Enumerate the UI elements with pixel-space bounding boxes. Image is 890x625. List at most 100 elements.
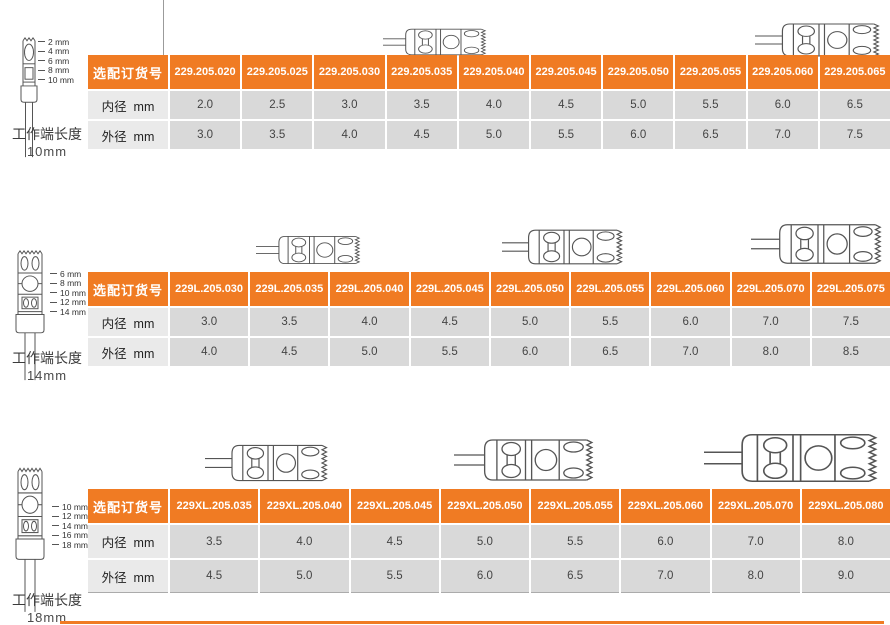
working-length-caption: 工作端长度 10mm: [4, 125, 90, 160]
instrument-illustration: [751, 220, 885, 268]
order-header-label: 选配订货号: [88, 55, 168, 89]
spec-table-18mm: 选配订货号 229XL.205.035 229XL.205.040 229XL.205…: [88, 489, 890, 593]
value-cell: 7.0: [711, 525, 800, 558]
value-cell: 5.0: [603, 91, 674, 119]
value-cell: 5.0: [458, 121, 529, 149]
order-code-cell: 229L.205.055: [571, 272, 650, 306]
value-cell: 4.5: [350, 525, 439, 558]
value-cell: 3.5: [242, 121, 313, 149]
value-cell: 6.0: [440, 560, 529, 593]
instrument-illustration: [502, 226, 626, 268]
order-header-label: 选配订货号: [88, 272, 168, 306]
value-cell: 4.5: [250, 338, 329, 366]
order-code-cell: 229XL.205.055: [531, 489, 620, 523]
value-cell: 5.5: [350, 560, 439, 593]
value-cell: 6.5: [531, 560, 620, 593]
dim-label: 12 mm: [50, 297, 86, 307]
dim-label: 16 mm: [52, 530, 88, 540]
dimension-labels: 2 mm 4 mm 6 mm 8 mm 10 mm: [38, 37, 74, 85]
value-cell: 2.0: [170, 91, 241, 119]
value-cell: 4.0: [314, 121, 385, 149]
order-code-cell: 229L.205.045: [410, 272, 489, 306]
order-code-cell: 229XL.205.080: [801, 489, 890, 523]
dim-label: 18 mm: [52, 540, 88, 550]
value-cell: 3.0: [170, 121, 241, 149]
working-length-caption: 工作端长度 18mm: [2, 591, 92, 625]
value-cell: 3.0: [314, 91, 385, 119]
instrument-illustration: [454, 435, 597, 485]
order-code-cell: 229L.205.040: [330, 272, 409, 306]
value-cell: 5.0: [440, 525, 529, 558]
value-cell: 3.5: [386, 91, 457, 119]
value-cell: 8.0: [801, 525, 890, 558]
row-label-cell: 内径 mm: [88, 525, 168, 558]
order-code-cell: 229L.205.060: [651, 272, 730, 306]
value-cell: 5.5: [530, 121, 602, 149]
value-cell: 6.0: [621, 525, 710, 558]
bottom-accent-rule: [60, 621, 884, 624]
value-cell: 4.0: [458, 91, 529, 119]
value-cell: 7.5: [811, 308, 890, 336]
row-label-cell: 内径 mm: [88, 91, 168, 119]
value-cell: 6.5: [571, 338, 650, 366]
order-code-cell: 229XL.205.060: [621, 489, 710, 523]
spec-table-10mm: 选配订货号 229.205.020 229.205.025 229.205.030 22…: [88, 55, 890, 149]
value-cell: 6.5: [675, 121, 746, 149]
value-cell: 4.5: [386, 121, 457, 149]
value-cell: 6.0: [603, 121, 674, 149]
dim-label: 14 mm: [50, 307, 86, 317]
order-code-cell: 229XL.205.050: [440, 489, 529, 523]
caption-length: 14mm: [26, 368, 68, 383]
value-cell: 4.0: [170, 338, 249, 366]
caption-text: 工作端长度: [12, 350, 82, 366]
value-cell: 7.5: [819, 121, 890, 149]
order-code-cell: 229XL.205.070: [711, 489, 800, 523]
value-cell: 7.0: [651, 338, 730, 366]
order-code-cell: 229.205.050: [603, 55, 674, 89]
value-cell: 9.0: [801, 560, 890, 593]
value-cell: 4.0: [330, 308, 409, 336]
dim-label: 10 mm: [50, 288, 86, 298]
dim-label: 8 mm: [38, 65, 74, 75]
order-code-cell: 229XL.205.040: [260, 489, 349, 523]
order-code-cell: 229.205.025: [242, 55, 313, 89]
order-header-label: 选配订货号: [88, 489, 168, 523]
caption-text: 工作端长度: [12, 592, 82, 608]
row-label-cell: 外径 mm: [88, 338, 168, 366]
order-code-cell: 229XL.205.045: [350, 489, 439, 523]
dim-label: 2 mm: [38, 37, 74, 47]
value-cell: 3.5: [170, 525, 259, 558]
order-code-cell: 229.205.045: [530, 55, 602, 89]
value-cell: 4.5: [170, 560, 259, 593]
value-cell: 5.5: [531, 525, 620, 558]
order-code-cell: 229.205.020: [170, 55, 241, 89]
order-code-cell: 229.205.040: [458, 55, 529, 89]
value-cell: 6.0: [490, 338, 570, 366]
value-cell: 5.5: [410, 338, 489, 366]
value-cell: 5.0: [330, 338, 409, 366]
order-code-cell: 229.205.065: [819, 55, 890, 89]
value-cell: 4.5: [410, 308, 489, 336]
value-cell: 8.5: [811, 338, 890, 366]
caption-length: 10mm: [26, 144, 68, 159]
order-code-cell: 229L.205.030: [170, 272, 249, 306]
row-label-cell: 外径 mm: [88, 560, 168, 593]
value-cell: 6.5: [819, 91, 890, 119]
instrument-illustration: [704, 429, 882, 487]
dim-label: 6 mm: [50, 269, 86, 279]
spec-table-14mm: 选配订货号 229L.205.030 229L.205.035 229L.205.04…: [88, 272, 890, 366]
order-code-cell: 229.205.030: [314, 55, 385, 89]
value-cell: 3.5: [250, 308, 329, 336]
value-cell: 5.5: [675, 91, 746, 119]
row-label-cell: 内径 mm: [88, 308, 168, 336]
dim-label: 4 mm: [38, 46, 74, 56]
working-length-caption: 工作端长度 14mm: [2, 349, 92, 384]
order-code-cell: 229L.205.070: [731, 272, 810, 306]
order-code-cell: 229XL.205.035: [170, 489, 259, 523]
value-cell: 3.0: [170, 308, 249, 336]
value-cell: 4.0: [260, 525, 349, 558]
dim-label: 8 mm: [50, 278, 86, 288]
value-cell: 7.0: [731, 308, 810, 336]
value-cell: 8.0: [711, 560, 800, 593]
